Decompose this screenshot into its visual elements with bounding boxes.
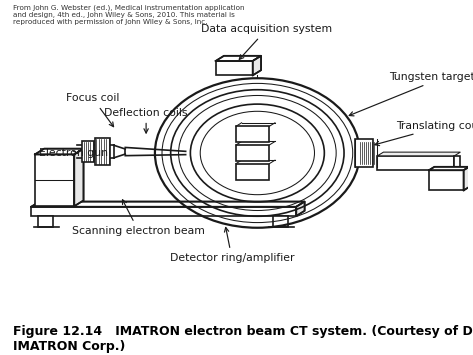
Bar: [273, 216, 288, 227]
Text: Deflection coils: Deflection coils: [105, 108, 188, 133]
Polygon shape: [377, 152, 460, 156]
Polygon shape: [31, 202, 305, 207]
Bar: [35, 154, 74, 206]
Bar: [38, 216, 53, 227]
Text: Tungsten target ring: Tungsten target ring: [349, 72, 473, 116]
Bar: [82, 141, 94, 162]
Polygon shape: [429, 167, 469, 170]
Polygon shape: [216, 56, 261, 61]
Bar: [31, 207, 296, 216]
Bar: [216, 61, 253, 75]
Text: Data acquisition system: Data acquisition system: [201, 24, 332, 59]
Bar: [429, 170, 464, 190]
Text: Scanning electron beam: Scanning electron beam: [72, 200, 205, 236]
Text: Translating couch: Translating couch: [375, 121, 473, 146]
Text: Detector ring/amplifier: Detector ring/amplifier: [170, 228, 294, 263]
Bar: [455, 156, 460, 173]
Polygon shape: [35, 149, 84, 154]
Text: Figure 12.14   IMATRON electron beam CT system. (Courtesy of Doug Boyd,
IMATRON : Figure 12.14 IMATRON electron beam CT sy…: [13, 325, 473, 353]
Text: Electron gun: Electron gun: [40, 148, 108, 158]
Bar: [95, 138, 110, 165]
Bar: [236, 145, 270, 161]
Polygon shape: [253, 56, 261, 75]
Polygon shape: [464, 167, 469, 190]
Polygon shape: [74, 149, 84, 206]
Bar: [355, 139, 373, 166]
Bar: [236, 164, 270, 180]
Bar: [377, 156, 455, 170]
Polygon shape: [296, 202, 305, 216]
Bar: [236, 126, 270, 142]
Text: Focus coil: Focus coil: [66, 93, 120, 127]
Text: From John G. Webster (ed.), Medical instrumentation application
and design, 4th : From John G. Webster (ed.), Medical inst…: [13, 4, 245, 25]
